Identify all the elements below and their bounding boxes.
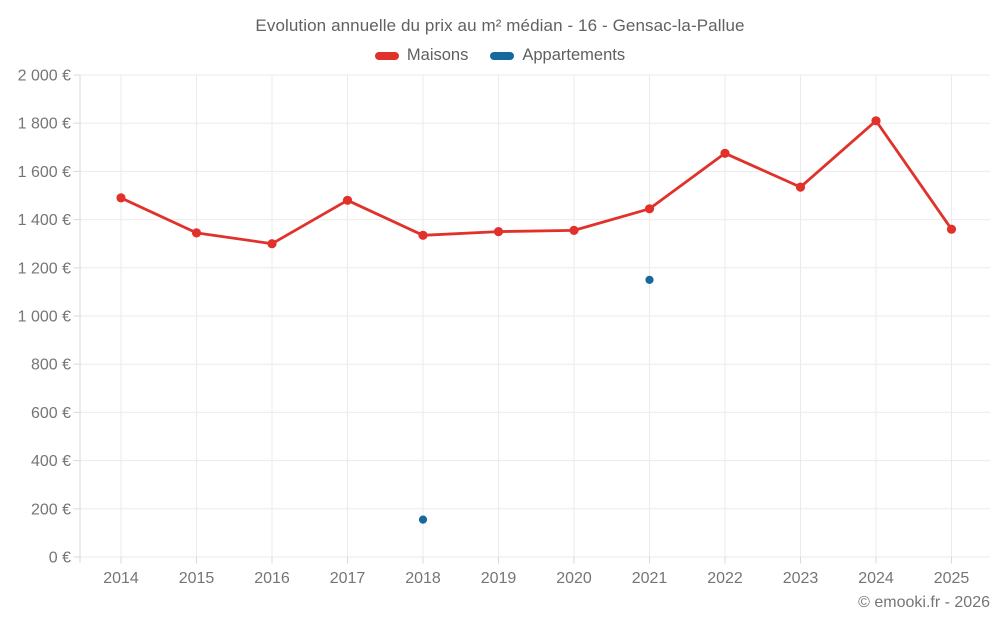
y-axis-label: 1 800 € bbox=[18, 116, 71, 133]
appartements-point-2021[interactable] bbox=[645, 275, 654, 284]
legend-label-appartements: Appartements bbox=[522, 46, 626, 64]
x-axis-label: 2014 bbox=[103, 570, 139, 587]
x-axis-label: 2025 bbox=[934, 570, 970, 587]
y-axis-label: 400 € bbox=[31, 453, 71, 470]
x-axis-label: 2016 bbox=[254, 570, 290, 587]
y-axis-label: 0 € bbox=[49, 550, 71, 567]
y-axis-label: 600 € bbox=[31, 405, 71, 422]
x-axis-label: 2023 bbox=[783, 570, 819, 587]
y-axis-label: 1 000 € bbox=[18, 309, 71, 326]
appartements-series-swatch-icon bbox=[490, 51, 515, 60]
x-axis-label: 2020 bbox=[556, 570, 592, 587]
maisons-point-2018[interactable] bbox=[418, 230, 428, 240]
y-axis-label: 1 600 € bbox=[18, 164, 71, 181]
maisons-line bbox=[119, 119, 953, 246]
y-axis-label: 800 € bbox=[31, 357, 71, 374]
y-axis-label: 200 € bbox=[31, 501, 71, 518]
appartements-point-2018[interactable] bbox=[418, 515, 428, 524]
maisons-point-2021[interactable] bbox=[644, 204, 655, 214]
maisons-point-2022[interactable] bbox=[720, 148, 730, 158]
legend-item-maisons[interactable]: Maisons bbox=[374, 46, 469, 65]
x-axis-label: 2017 bbox=[330, 570, 366, 587]
maisons-point-2024[interactable] bbox=[871, 116, 881, 126]
maisons-point-2019[interactable] bbox=[493, 227, 504, 237]
maisons-point-2016[interactable] bbox=[267, 239, 277, 249]
copyright-credit: © emooki.fr - 2026 bbox=[858, 594, 990, 611]
legend-label-maisons: Maisons bbox=[406, 46, 469, 64]
y-axis-label: 1 200 € bbox=[18, 260, 71, 277]
y-axis-label: 1 400 € bbox=[18, 212, 71, 229]
x-axis-label: 2015 bbox=[179, 570, 215, 587]
maisons-series-swatch-icon bbox=[374, 51, 399, 60]
x-axis-label: 2021 bbox=[632, 570, 668, 587]
maisons-point-2025[interactable] bbox=[946, 224, 957, 234]
x-axis-label: 2022 bbox=[707, 570, 743, 587]
x-axis-label: 2019 bbox=[481, 570, 517, 587]
y-axis-label: 2 000 € bbox=[18, 68, 71, 85]
maisons-point-2020[interactable] bbox=[569, 225, 579, 235]
maisons-point-2023[interactable] bbox=[795, 182, 806, 192]
maisons-point-2017[interactable] bbox=[342, 195, 353, 205]
x-axis-label: 2024 bbox=[858, 570, 894, 587]
chart-title: Evolution annuelle du prix au m² médian … bbox=[255, 16, 745, 35]
x-axis-label: 2018 bbox=[405, 570, 441, 587]
maisons-point-2015[interactable] bbox=[191, 228, 202, 238]
legend: Maisons Appartements bbox=[0, 46, 1000, 65]
legend-item-appartements[interactable]: Appartements bbox=[490, 46, 625, 65]
maisons-point-2014[interactable] bbox=[116, 193, 126, 203]
